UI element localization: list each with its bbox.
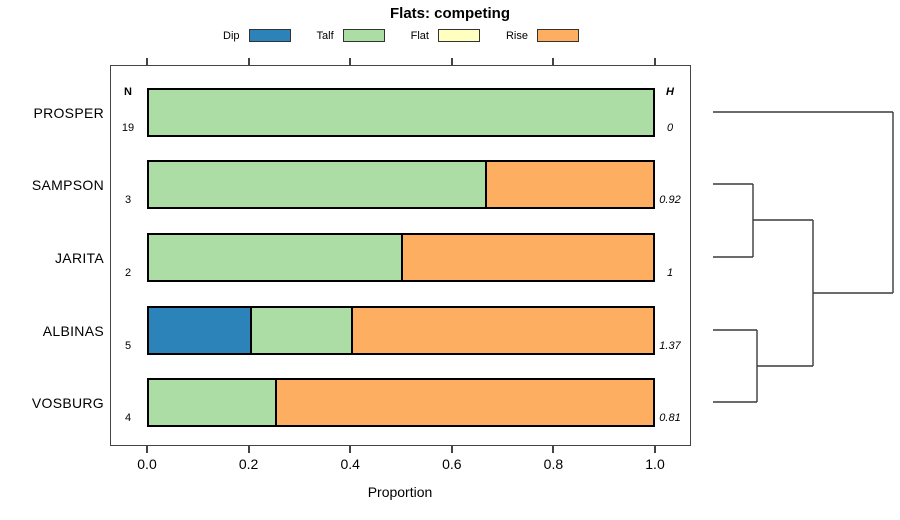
category-label: ALBINAS — [42, 322, 104, 339]
bar-segment-rise — [485, 162, 653, 207]
legend-label: Flat — [410, 29, 429, 42]
legend: Dip Talf Flat Rise — [0, 28, 802, 43]
legend-swatch-dip-icon — [248, 29, 291, 42]
stacked-bar — [147, 306, 655, 355]
x-tick-label: 0.2 — [238, 456, 259, 472]
top-axis-tick — [349, 58, 352, 65]
legend-label: Dip — [223, 29, 240, 42]
stacked-bar — [147, 233, 655, 282]
bar-segment-talf — [149, 162, 486, 207]
n-value: 19 — [121, 122, 135, 134]
n-value: 5 — [124, 340, 132, 352]
h-value: 0.81 — [659, 412, 681, 424]
bottom-axis-tick — [450, 446, 453, 453]
x-tick-label: 0.0 — [137, 456, 157, 472]
category-label: JARITA — [55, 249, 104, 266]
bar-segment-talf — [149, 235, 401, 280]
legend-item: Rise — [506, 29, 579, 42]
bar-segment-rise — [401, 235, 653, 280]
top-axis-tick — [552, 58, 555, 65]
legend-label: Rise — [505, 29, 528, 42]
chart-title: Flats: competing — [389, 5, 510, 22]
n-value: 4 — [124, 412, 132, 424]
h-value: 0.92 — [659, 194, 681, 206]
x-tick-label: 0.4 — [340, 456, 360, 472]
x-tick-label: 0.8 — [543, 456, 564, 472]
x-tick-label: 0.6 — [442, 456, 462, 472]
bar-segment-rise — [350, 308, 653, 353]
h-value: 1 — [666, 267, 674, 279]
top-axis-tick — [146, 58, 148, 65]
bar-segment-dip — [149, 308, 250, 353]
category-label: SAMPSON — [31, 176, 104, 193]
stacked-bar — [147, 160, 655, 209]
stacked-bar — [147, 378, 655, 427]
bar-segment-rise — [275, 380, 653, 425]
bottom-axis-tick — [349, 446, 352, 453]
category-label: VOSBURG — [31, 394, 104, 411]
bottom-axis-tick — [146, 446, 148, 453]
stacked-bar — [147, 88, 655, 137]
bar-segment-talf — [149, 380, 275, 425]
h-value: 1.37 — [659, 340, 681, 352]
top-axis-tick — [247, 58, 250, 65]
category-label: PROSPER — [33, 104, 104, 121]
legend-item: Flat — [411, 29, 480, 42]
bottom-axis-tick — [654, 446, 656, 453]
h-value: 0 — [666, 122, 674, 134]
plot-box — [110, 65, 691, 446]
bar-segment-talf — [249, 308, 351, 353]
top-axis-tick — [450, 58, 453, 65]
n-column-header: N — [124, 86, 132, 98]
legend-swatch-talf-icon — [342, 29, 385, 42]
bar-segment-talf — [149, 90, 653, 135]
h-column-header: H — [666, 86, 674, 98]
legend-swatch-flat-icon — [437, 29, 480, 42]
legend-swatch-rise-icon — [537, 29, 579, 42]
legend-item: Dip — [223, 29, 291, 42]
x-tick-label: 1.0 — [645, 456, 665, 472]
n-value: 2 — [124, 267, 132, 279]
n-value: 3 — [124, 194, 132, 206]
bottom-axis-tick — [552, 446, 555, 453]
legend-item: Talf — [317, 29, 385, 42]
bottom-axis-tick — [247, 446, 250, 453]
top-axis-tick — [654, 58, 656, 65]
x-axis-title: Proportion — [367, 484, 433, 500]
legend-label: Talf — [316, 29, 334, 42]
